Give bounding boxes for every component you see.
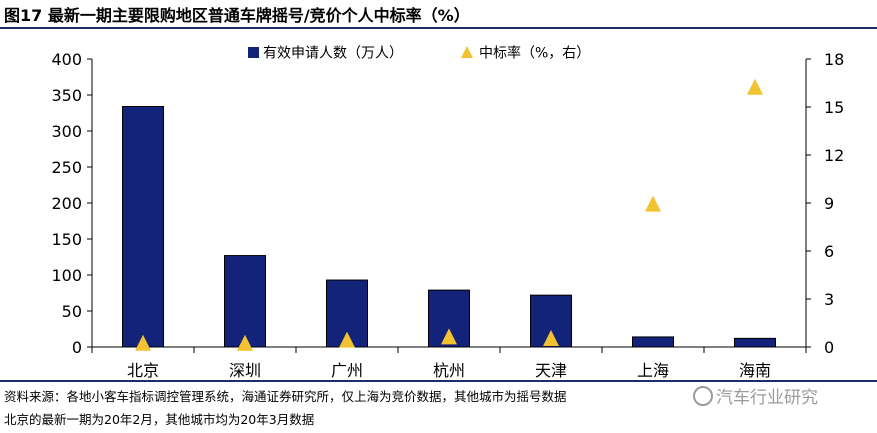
- bar-series: [122, 106, 776, 348]
- x-tick-label: 杭州: [433, 361, 465, 380]
- x-tick-label: 天津: [535, 361, 567, 380]
- source-note-line-2: 北京的最新一期为20年2月，其他城市均为20年3月数据: [4, 412, 315, 427]
- x-tick-label: 海南: [739, 361, 771, 380]
- left-tick-label: 350: [51, 86, 82, 105]
- left-axis-ticks: 0 50 100 150 200 250 300 350 400: [51, 50, 92, 357]
- legend-swatch-bar: [248, 47, 259, 58]
- left-tick-label: 250: [51, 158, 82, 177]
- wechat-icon: [693, 386, 713, 406]
- legend-label-bar: 有效申请人数（万人）: [263, 46, 403, 62]
- legend-label-marker: 中标率（%，右）: [479, 45, 590, 62]
- x-tick-label: 上海: [637, 361, 669, 380]
- marker-point: [135, 334, 151, 351]
- legend: 有效申请人数（万人） 中标率（%，右）: [248, 45, 590, 62]
- right-tick-label: 0: [824, 338, 834, 357]
- x-tick-label: 深圳: [229, 361, 261, 380]
- legend-swatch-marker: [461, 46, 473, 58]
- left-tick-label: 400: [51, 50, 82, 69]
- bar: [632, 336, 674, 348]
- x-axis-ticks: 北京 深圳 广州 杭州 天津 上海 海南: [91, 347, 807, 380]
- marker-point: [237, 334, 253, 351]
- marker-point: [747, 78, 763, 95]
- right-tick-label: 6: [824, 242, 834, 261]
- left-tick-label: 0: [72, 338, 82, 357]
- x-tick-label: 广州: [331, 361, 363, 380]
- marker-series: [135, 78, 763, 351]
- left-tick-label: 50: [62, 302, 82, 321]
- plot-area: 0 50 100 150 200 250 300 350 400 0 3 6 9 12 15 18 北京 深圳…: [51, 50, 844, 380]
- marker-point: [645, 195, 661, 212]
- left-tick-label: 150: [51, 230, 82, 249]
- right-tick-label: 12: [824, 146, 844, 165]
- left-tick-label: 300: [51, 122, 82, 141]
- x-tick-label: 北京: [127, 361, 159, 380]
- right-tick-label: 9: [824, 194, 834, 213]
- figure-title: 图17 最新一期主要限购地区普通车牌摇号/竞价个人中标率（%）: [4, 6, 470, 25]
- marker-point: [441, 328, 457, 345]
- marker-point: [339, 331, 355, 348]
- source-note-line-1: 资料来源：各地小客车指标调控管理系统，海通证券研究所，仅上海为竞价数据，其他城市…: [4, 389, 567, 404]
- right-tick-label: 18: [824, 50, 844, 69]
- left-tick-label: 100: [51, 266, 82, 285]
- source-rule: [0, 380, 877, 382]
- marker-point: [543, 330, 559, 346]
- bar: [224, 255, 266, 348]
- bar: [734, 337, 776, 348]
- bar: [122, 106, 164, 348]
- left-tick-label: 200: [51, 194, 82, 213]
- title-rule: [0, 27, 877, 29]
- right-tick-label: 15: [824, 98, 844, 117]
- watermark: 汽车行业研究: [693, 383, 818, 408]
- right-axis-ticks: 0 3 6 9 12 15 18: [806, 50, 844, 357]
- right-tick-label: 3: [824, 290, 834, 309]
- watermark-text: 汽车行业研究: [716, 388, 818, 408]
